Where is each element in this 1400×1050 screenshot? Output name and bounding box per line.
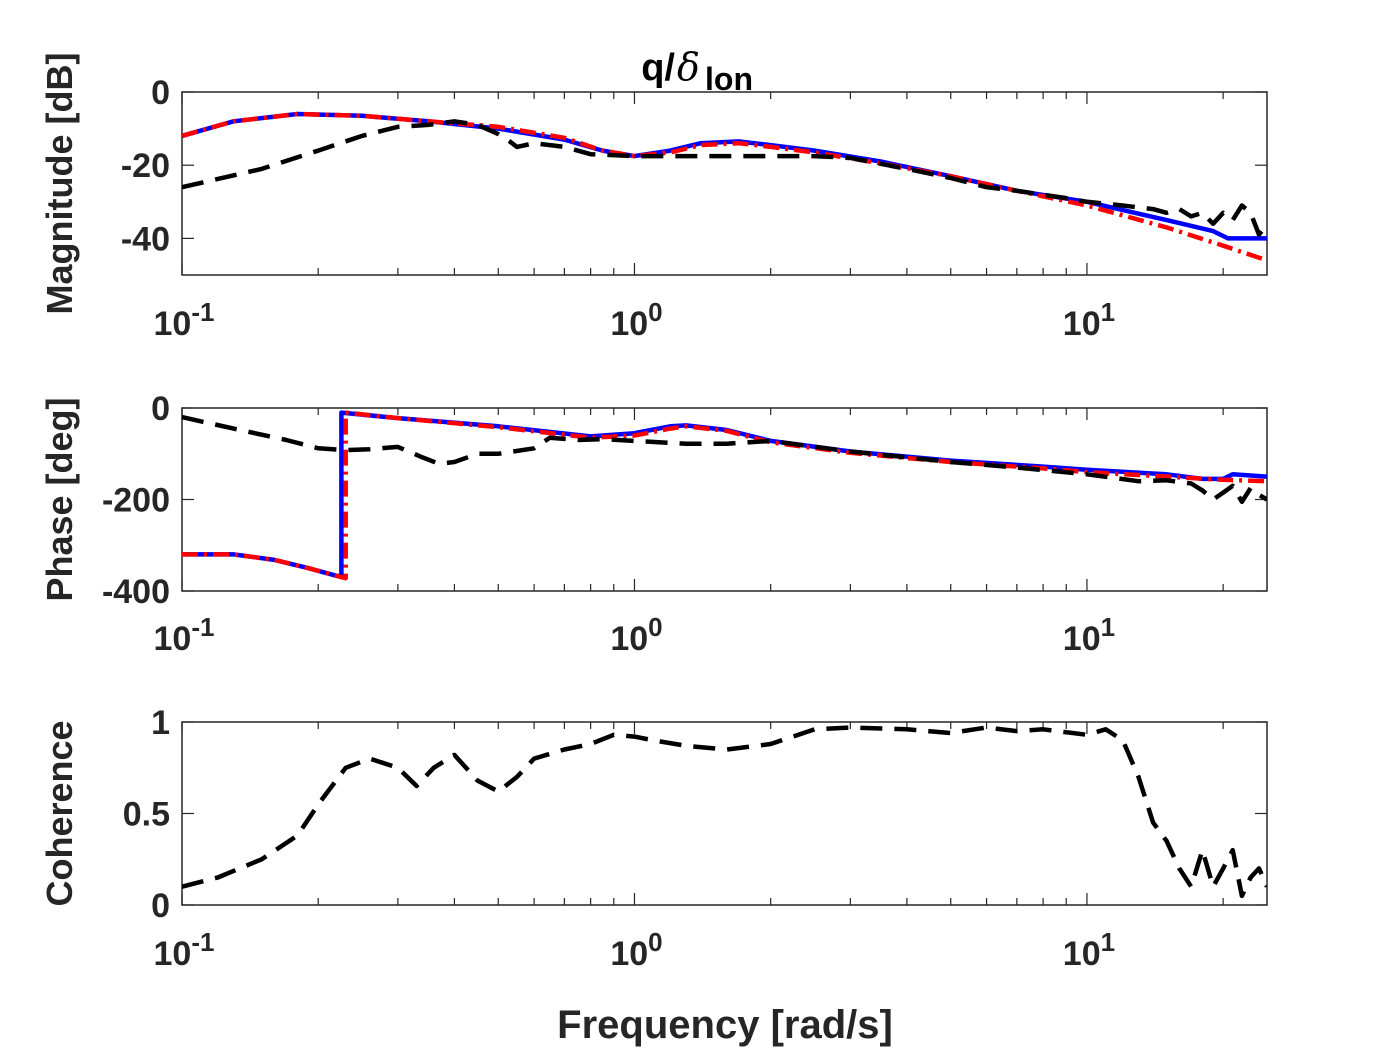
phase-xtick-label: 100 xyxy=(610,612,662,658)
coherence-ytick-label: 0 xyxy=(151,887,170,925)
phase-xtick-label: 10-1 xyxy=(154,612,215,658)
magnitude-ytick-label: 0 xyxy=(151,74,170,112)
panel-coherence: 10-1 100 101 1 0.5 0 Coherence xyxy=(39,704,1268,973)
magnitude-xtick-label: 10-1 xyxy=(154,297,215,343)
coherence-y-axis-label: Coherence xyxy=(39,720,80,906)
magnitude-axes-box xyxy=(181,91,1268,276)
phase-y-axis-label: Phase [deg] xyxy=(39,397,80,601)
magnitude-xtick-label: 100 xyxy=(610,297,662,343)
magnitude-ytick-label: -40 xyxy=(121,220,170,258)
coherence-xtick-label: 100 xyxy=(610,927,662,973)
phase-xtick-label: 101 xyxy=(1063,612,1115,658)
coherence-series-black-dashed xyxy=(182,725,1267,899)
chart-title: q/ xyxy=(641,47,675,89)
coherence-xtick-label: 10-1 xyxy=(154,927,215,973)
coherence-ytick-label: 0.5 xyxy=(123,796,170,834)
chart-title-subscript: lon xyxy=(705,61,753,97)
phase-series-black-dashed xyxy=(182,414,1267,505)
chart-title-delta: δ xyxy=(677,45,700,89)
coherence-ytick-label: 1 xyxy=(151,704,170,742)
magnitude-series-blue-solid xyxy=(182,111,1267,241)
phase-ytick-label: 0 xyxy=(151,390,170,428)
panel-phase: 10-1 100 101 0 -200 -400 Phase [deg] xyxy=(39,390,1268,658)
coherence-xtick-label: 101 xyxy=(1063,927,1115,973)
phase-ytick-label: -400 xyxy=(102,573,170,611)
coherence-axes-box xyxy=(181,721,1268,906)
panel-magnitude: 10-1 100 101 0 -20 -40 Magnitude [dB] xyxy=(39,53,1268,343)
magnitude-xtick-label: 101 xyxy=(1063,297,1115,343)
magnitude-ytick-label: -20 xyxy=(121,147,170,185)
phase-ytick-label: -200 xyxy=(102,482,170,520)
magnitude-series-black-dashed xyxy=(182,119,1267,237)
phase-axes-box xyxy=(181,407,1268,592)
magnitude-y-axis-label: Magnitude [dB] xyxy=(39,53,80,315)
x-axis-label: Frequency [rad/s] xyxy=(557,1003,893,1047)
